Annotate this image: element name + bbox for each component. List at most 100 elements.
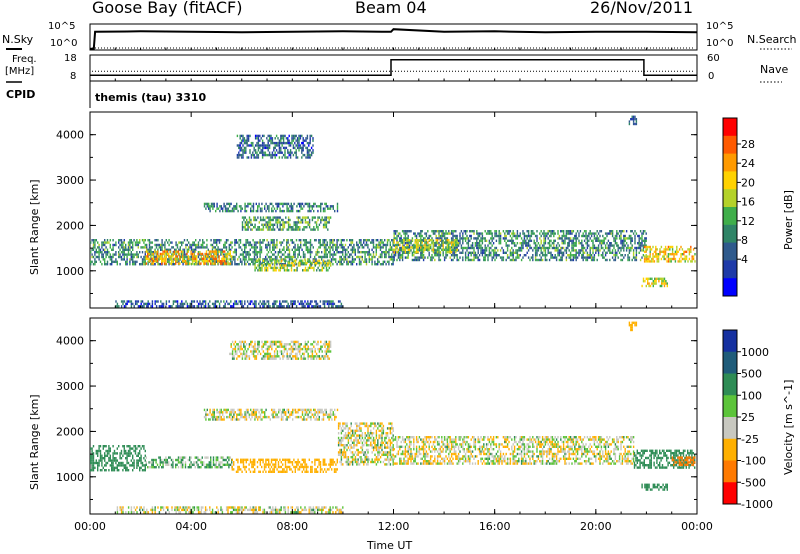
- velocity-cell: [276, 468, 278, 471]
- power-cell: [223, 205, 225, 208]
- power-cell: [203, 262, 205, 265]
- power-cell: [470, 254, 472, 257]
- power-cell: [375, 251, 377, 254]
- power-cell: [288, 248, 291, 251]
- power-cell: [623, 249, 625, 252]
- power-cell: [306, 156, 309, 159]
- power-cell: [529, 258, 531, 262]
- velocity-cell: [120, 449, 123, 453]
- power-cell: [572, 242, 575, 245]
- power-cell: [295, 153, 297, 157]
- power-cell: [483, 251, 485, 254]
- power-cell: [455, 251, 457, 254]
- power-cell: [196, 300, 198, 303]
- power-cell: [196, 257, 198, 260]
- power-cell: [286, 221, 288, 224]
- power-cell: [504, 251, 506, 254]
- velocity-cell: [238, 468, 240, 471]
- power-cell: [295, 305, 298, 308]
- power-cell: [422, 244, 425, 247]
- power-cell: [417, 258, 419, 262]
- power-cell: [105, 251, 107, 254]
- velocity-cell: [182, 458, 184, 462]
- power-cell: [554, 246, 556, 250]
- power-cell: [126, 300, 128, 303]
- velocity-cell: [294, 461, 296, 464]
- power-cell: [399, 246, 401, 250]
- velocity-cell: [270, 470, 273, 473]
- power-cell: [269, 305, 271, 308]
- power-cell: [592, 239, 594, 242]
- power-cell: [308, 251, 310, 254]
- power-cell: [324, 261, 326, 265]
- power-cell: [494, 234, 496, 238]
- power-cell: [202, 300, 204, 303]
- velocity-cell: [115, 466, 117, 469]
- power-cell: [300, 241, 302, 244]
- power-cell: [253, 153, 255, 157]
- power-cell: [259, 263, 261, 266]
- power-cell: [287, 253, 289, 256]
- power-cell: [311, 305, 313, 308]
- power-cell: [227, 239, 229, 242]
- power-cell: [393, 234, 395, 238]
- power-cell: [592, 232, 594, 235]
- power-cell: [249, 134, 251, 138]
- power-cell: [285, 156, 288, 159]
- velocity-cell: [109, 457, 111, 460]
- power-cell: [596, 249, 598, 252]
- power-cell: [178, 258, 180, 261]
- power-cell: [418, 232, 421, 235]
- power-cell: [421, 230, 423, 233]
- power-cell: [408, 251, 411, 254]
- power-cell: [170, 255, 173, 258]
- velocity-cell: [115, 457, 117, 460]
- power-cell: [396, 230, 398, 233]
- power-cell: [177, 262, 180, 265]
- power-cell: [491, 239, 493, 242]
- power-cell: [201, 252, 203, 256]
- power-cell: [130, 246, 132, 249]
- power-cell: [642, 239, 645, 242]
- power-cell: [328, 246, 330, 249]
- power-cell: [609, 249, 611, 252]
- power-cell: [181, 260, 183, 263]
- power-cell: [523, 254, 526, 257]
- power-cell: [384, 255, 386, 259]
- power-cell: [241, 300, 243, 303]
- power-cell: [146, 305, 148, 308]
- velocity-cell: [127, 452, 130, 455]
- velocity-cell: [127, 461, 130, 465]
- power-cell: [266, 207, 269, 210]
- power-cell: [250, 221, 252, 224]
- power-cell: [340, 246, 342, 249]
- power-cell: [515, 256, 517, 259]
- power-cell: [459, 242, 461, 245]
- power-cell: [439, 243, 442, 247]
- power-cell: [401, 239, 404, 242]
- power-cell: [209, 305, 211, 308]
- power-cell: [502, 258, 505, 262]
- power-cell: [259, 246, 261, 249]
- power-cell: [163, 250, 166, 253]
- power-cell: [527, 234, 530, 238]
- power-cell: [329, 241, 331, 244]
- power-cell: [253, 216, 255, 219]
- power-cell: [95, 251, 97, 254]
- power-cell: [154, 239, 156, 242]
- power-cell: [325, 218, 328, 222]
- power-cell: [282, 221, 284, 224]
- power-cell: [140, 246, 142, 249]
- velocity-cell: [126, 457, 128, 460]
- power-cell: [618, 251, 621, 254]
- power-cell: [407, 230, 409, 233]
- power-cell: [417, 232, 419, 235]
- power-cell: [644, 242, 646, 245]
- velocity-cell: [254, 458, 256, 461]
- power-cell: [144, 255, 146, 259]
- power-cell: [244, 223, 246, 226]
- power-cell: [676, 245, 678, 249]
- power-cell: [187, 257, 189, 260]
- velocity-cell: [143, 469, 145, 472]
- power-cell: [394, 237, 397, 240]
